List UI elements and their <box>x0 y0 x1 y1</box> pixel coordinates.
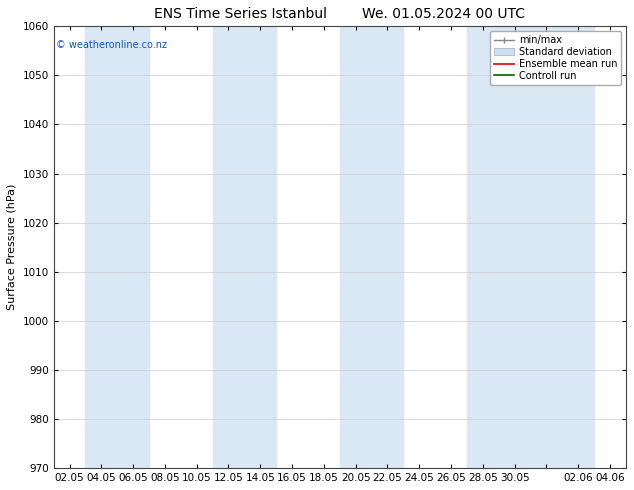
Bar <box>212 26 276 468</box>
Bar <box>86 26 149 468</box>
Text: © weatheronline.co.nz: © weatheronline.co.nz <box>56 40 167 49</box>
Bar <box>340 26 403 468</box>
Title: ENS Time Series Istanbul        We. 01.05.2024 00 UTC: ENS Time Series Istanbul We. 01.05.2024 … <box>154 7 525 21</box>
Legend: min/max, Standard deviation, Ensemble mean run, Controll run: min/max, Standard deviation, Ensemble me… <box>491 31 621 85</box>
Bar <box>467 26 531 468</box>
Y-axis label: Surface Pressure (hPa): Surface Pressure (hPa) <box>7 184 17 311</box>
Bar <box>531 26 594 468</box>
